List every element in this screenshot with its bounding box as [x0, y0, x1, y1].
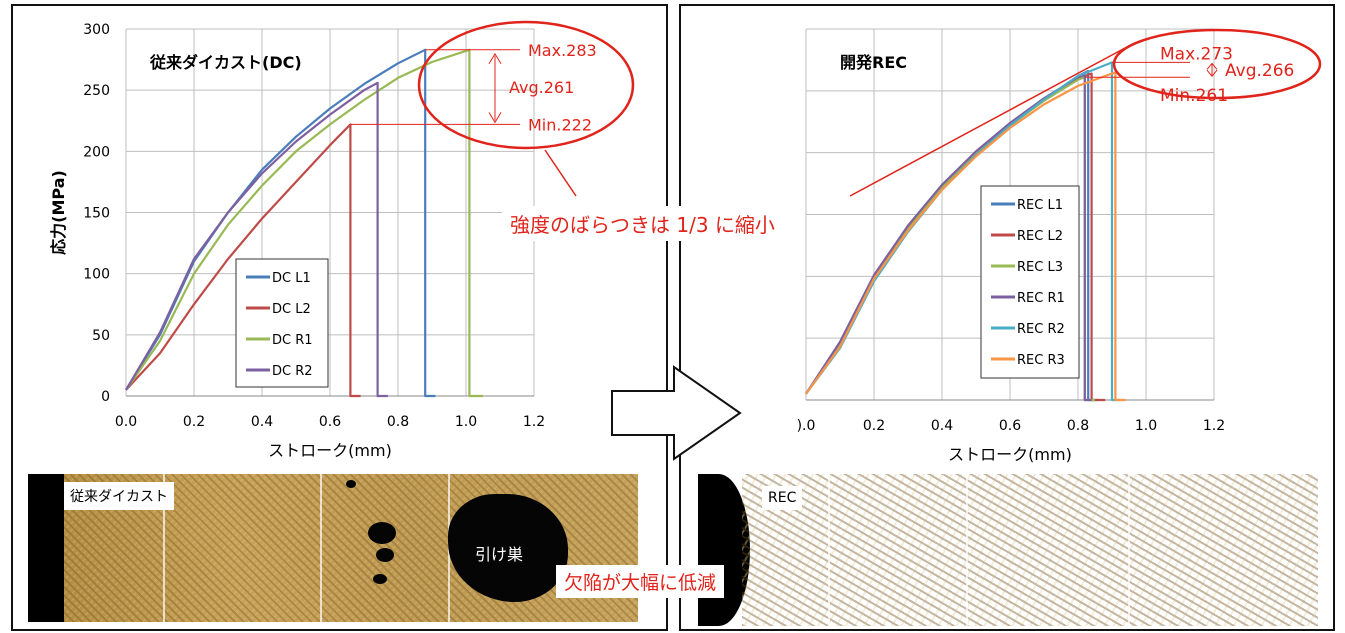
annotation-label: Max.273: [1160, 44, 1233, 64]
left-chart: 0.0 0.2 0.4 0.6 0.8 1.0 1.2 0 50 100 150 200 250 300 従…: [49, 20, 635, 460]
series-line-rec-r1: [805, 73, 1092, 402]
y-tick-label: 150: [83, 206, 110, 222]
x-tick-label: 0.6: [319, 414, 341, 430]
x-tick-label: 0.2: [863, 418, 885, 434]
legend-label: DC L2: [272, 302, 311, 317]
pore-small-2: [376, 548, 394, 562]
legend-label: DC R2: [272, 364, 313, 379]
legend-label: DC L1: [272, 271, 311, 286]
legend-box: [980, 185, 1080, 379]
legend-label: REC R2: [1017, 322, 1065, 337]
x-tick-label: 1.2: [1203, 418, 1225, 434]
chart-title: 開発REC: [840, 53, 907, 72]
y-tick-label: 250: [83, 83, 110, 99]
x-axis-label: ストローク(mm): [268, 441, 392, 460]
x-tick-label: 0.0: [115, 414, 137, 430]
y-tick-label: 50: [92, 328, 110, 344]
left-panel-frame: [11, 4, 668, 631]
annotation-label: Avg.261: [509, 78, 574, 97]
legend-label: REC R3: [1017, 353, 1065, 368]
x-tick-label: 0.4: [251, 414, 273, 430]
arrow-down-head: [1206, 69, 1218, 78]
chart-title: 従来ダイカスト(DC): [149, 53, 302, 72]
legend-label: REC L1: [1017, 198, 1063, 213]
arrow-up-head: [1206, 62, 1218, 70]
series-line-dc-r2: [125, 81, 388, 398]
pore-small-3: [373, 574, 387, 584]
legend-label: REC R1: [1017, 291, 1065, 306]
right-panel-frame: [679, 4, 1335, 631]
highlight-ellipse: [417, 20, 635, 150]
variance-callout: 強度のばらつきは 1/3 に縮小: [502, 206, 783, 241]
y-tick-label: 100: [83, 267, 110, 283]
y-tick-label: 200: [83, 144, 110, 160]
micro-left-pore-label: 引け巣: [475, 545, 524, 564]
micro-left-label: 従来ダイカスト: [64, 482, 174, 510]
annotation-label: Avg.266: [1225, 61, 1294, 81]
annotation-label: Max.283: [528, 41, 597, 60]
annotation-label: Min.222: [528, 115, 592, 134]
x-tick-label: 1.2: [523, 414, 545, 430]
micro-right-label: REC: [762, 486, 803, 510]
y-axis-label: 応力(MPa): [49, 170, 68, 255]
defect-reduction-callout: 欠陥が大幅に低減: [556, 565, 725, 598]
x-tick-label: ).0: [797, 418, 816, 434]
transition-arrow: [611, 365, 742, 461]
arrow-up-head: [488, 52, 502, 65]
pore-small-4: [346, 480, 356, 488]
x-tick-label: 0.4: [931, 418, 953, 434]
y-tick-label: 300: [83, 22, 110, 38]
legend-label: REC L3: [1017, 260, 1063, 275]
legend-label: REC L2: [1017, 229, 1063, 244]
right-micrograph: [698, 474, 1318, 626]
x-tick-label: 0.2: [183, 414, 205, 430]
x-tick-label: 0.6: [999, 418, 1021, 434]
pore-small-1: [368, 522, 396, 544]
shrinkage-pore: [448, 494, 568, 602]
y-tick-label: 0: [101, 389, 110, 405]
right-chart: ).0 0.2 0.4 0.6 0.8 1.0 1.2 開発REC ストローク(mm) REC L…: [797, 28, 1322, 464]
arrow-down-head: [488, 112, 502, 124]
x-axis-label: ストローク(mm): [948, 445, 1072, 464]
series-line-rec-r3: [805, 71, 1126, 402]
legend-label: DC R1: [272, 333, 313, 348]
x-tick-label: 0.8: [387, 414, 409, 430]
x-tick-label: 1.0: [455, 414, 477, 430]
x-tick-label: 1.0: [1135, 418, 1157, 434]
legend-box: [235, 258, 329, 388]
highlight-ellipse: [1112, 28, 1322, 100]
series-line-dc-l2: [125, 123, 361, 398]
x-tick-label: 0.8: [1067, 418, 1089, 434]
